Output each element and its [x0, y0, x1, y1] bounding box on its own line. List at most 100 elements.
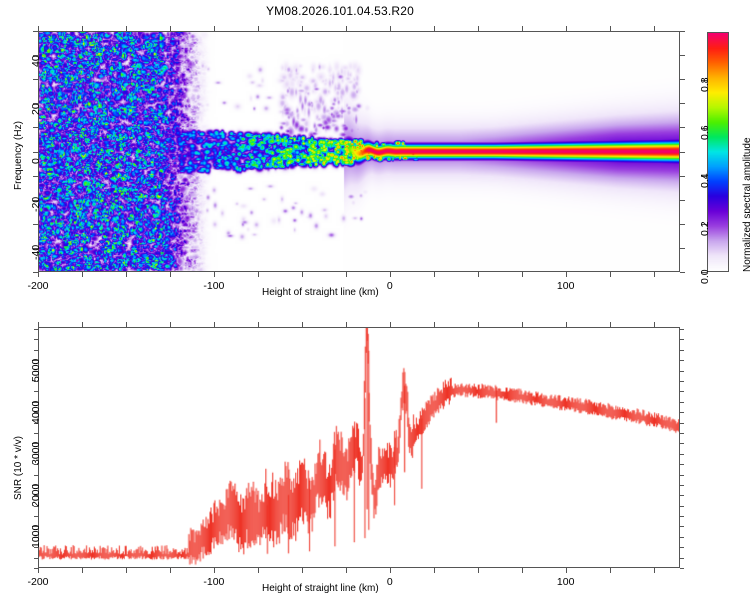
spectrogram-x-ticklabel: -200 — [27, 280, 49, 292]
colorbar-ticklabel: 0.4 — [699, 173, 711, 188]
colorbar-tick — [701, 224, 707, 225]
snr-x-ticklabel: -100 — [203, 576, 225, 588]
x-tick — [257, 322, 259, 327]
y-tick — [680, 55, 685, 57]
colorbar-tick — [701, 272, 707, 273]
spectrogram-y-ticklabel: -40 — [30, 244, 42, 260]
y-tick — [680, 453, 684, 455]
x-tick — [433, 26, 435, 31]
x-tick — [609, 568, 611, 573]
y-tick — [34, 568, 38, 569]
snr-y-ticklabel: 5000 — [30, 358, 42, 383]
colorbar — [707, 32, 729, 272]
y-tick — [680, 79, 685, 81]
y-tick — [33, 31, 38, 32]
colorbar-label: Normalized spectral amplitude — [742, 137, 750, 272]
y-tick — [34, 547, 38, 549]
spectrogram-x-ticklabel: 0 — [386, 280, 393, 292]
x-tick — [653, 568, 655, 573]
y-tick — [680, 495, 684, 497]
y-tick — [680, 151, 685, 153]
x-tick — [477, 26, 479, 31]
x-tick — [521, 26, 523, 31]
x-tick — [345, 322, 347, 327]
x-tick — [38, 568, 39, 573]
y-tick — [33, 103, 38, 105]
y-tick — [34, 422, 38, 424]
x-tick — [81, 322, 83, 327]
y-tick — [34, 495, 38, 497]
y-tick — [680, 412, 684, 414]
spectrogram-x-ticklabel: 100 — [556, 280, 575, 292]
y-tick — [680, 505, 684, 507]
colorbar-tick — [701, 80, 707, 81]
y-tick — [32, 443, 38, 445]
y-tick — [33, 223, 38, 225]
x-tick — [301, 568, 303, 573]
x-tick — [257, 26, 259, 31]
snr-y-axis-label: SNR (10 * v/v) — [13, 436, 24, 500]
y-tick — [680, 516, 684, 518]
spectrogram-y-ticklabel: -20 — [30, 196, 42, 212]
x-tick — [345, 26, 347, 31]
spectrogram-panel — [38, 31, 680, 272]
snr-x-ticklabel: -200 — [27, 576, 49, 588]
x-tick — [257, 568, 259, 573]
spectrogram-y-axis-label: Frequency (Hz) — [13, 121, 24, 190]
x-tick — [81, 568, 83, 573]
spectrogram-x-axis-label: Height of straight line (km) — [262, 287, 379, 298]
spectrogram-x-ticklabel: -100 — [203, 280, 225, 292]
y-tick — [680, 432, 684, 434]
x-tick — [433, 272, 435, 277]
y-tick — [680, 474, 684, 476]
x-tick — [81, 272, 83, 277]
y-tick — [34, 381, 38, 383]
x-tick — [477, 568, 479, 573]
snr-y-ticklabel: 2000 — [30, 483, 42, 507]
x-tick — [521, 272, 523, 277]
y-tick — [680, 484, 684, 486]
spectrogram-y-ticklabel: 20 — [30, 103, 42, 116]
x-tick — [38, 272, 39, 277]
spectrogram-image — [39, 32, 679, 271]
x-tick — [609, 322, 611, 327]
snr-x-axis-label: Height of straight line (km) — [262, 583, 379, 594]
y-tick — [680, 272, 685, 273]
x-tick — [653, 272, 655, 277]
x-tick — [257, 272, 259, 277]
x-tick — [125, 26, 127, 31]
y-tick — [34, 370, 38, 372]
spectrogram-y-ticklabel: 0 — [30, 157, 42, 164]
y-tick — [33, 272, 38, 273]
y-tick — [680, 568, 684, 569]
y-tick — [34, 349, 38, 351]
x-tick — [565, 272, 567, 277]
y-tick — [680, 526, 684, 528]
y-tick — [32, 360, 38, 362]
spectrogram-y-ticklabel: 40 — [30, 55, 42, 68]
y-tick — [680, 175, 685, 177]
x-tick — [125, 322, 127, 327]
y-tick — [33, 127, 38, 129]
y-tick — [680, 547, 684, 549]
snr-y-ticklabel: 3000 — [30, 441, 42, 466]
y-tick — [680, 349, 684, 351]
snr-x-ticklabel: 0 — [386, 576, 393, 588]
x-tick — [169, 26, 171, 31]
snr-panel — [38, 327, 680, 568]
y-tick — [680, 103, 685, 105]
y-tick — [32, 484, 38, 486]
y-tick — [680, 422, 684, 424]
x-tick — [38, 26, 39, 31]
x-tick — [125, 272, 127, 277]
y-tick — [34, 505, 38, 507]
x-tick — [345, 568, 347, 573]
y-tick — [33, 55, 38, 57]
y-tick — [680, 381, 684, 383]
x-tick — [521, 322, 523, 327]
y-tick — [34, 339, 38, 341]
snr-x-ticklabel: 100 — [556, 576, 575, 588]
y-tick — [680, 247, 685, 249]
x-tick — [389, 322, 391, 327]
